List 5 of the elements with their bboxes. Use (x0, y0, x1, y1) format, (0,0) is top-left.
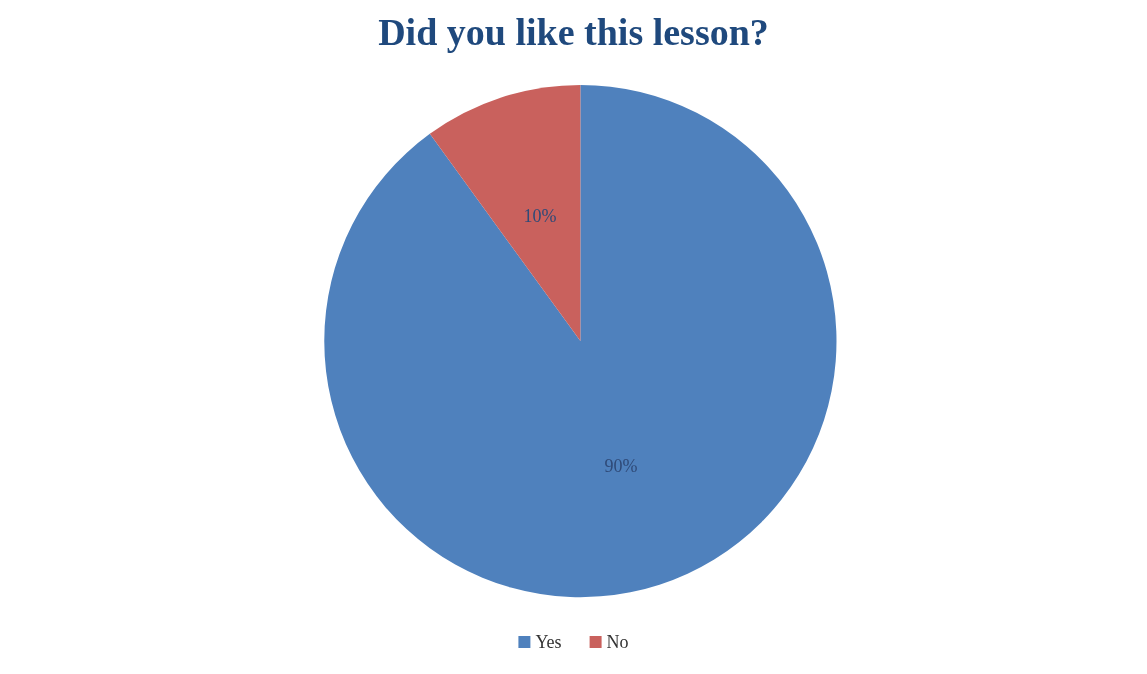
data-label: 10% (523, 206, 557, 227)
chart-title: Did you like this lesson? (378, 11, 769, 53)
legend-label: Yes (535, 632, 562, 652)
legend-label: No (606, 632, 629, 652)
data-label: 90% (604, 455, 638, 476)
